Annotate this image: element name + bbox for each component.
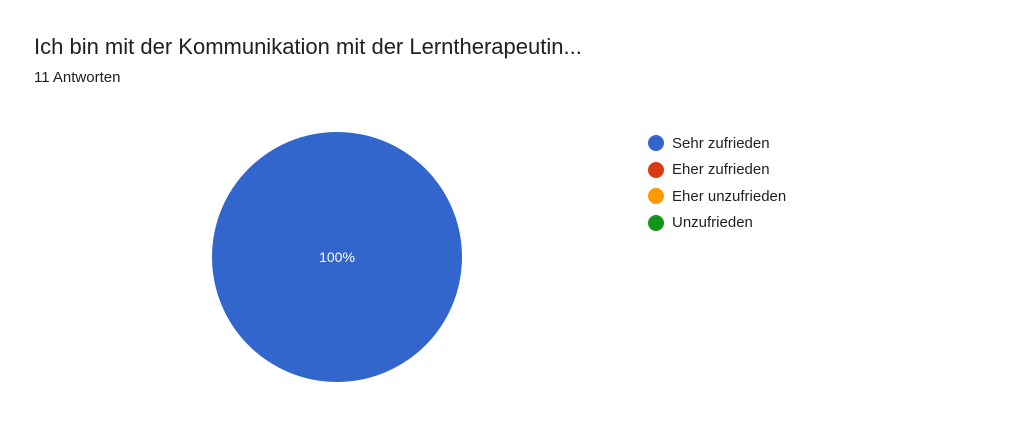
legend-marker-icon [648,161,664,178]
legend-item[interactable]: Eher zufrieden [648,157,786,184]
pie-slice-sehr-zufrieden[interactable] [212,132,462,382]
legend-item[interactable]: Eher unzufrieden [648,183,786,210]
legend-label: Eher zufrieden [672,161,770,179]
legend-label: Eher unzufrieden [672,187,787,205]
legend-marker-icon [648,214,664,231]
chart-title: Ich bin mit der Kommunikation mit der Le… [34,34,582,59]
legend-label: Unzufrieden [672,214,753,232]
legend: Sehr zufrieden Eher zufrieden Eher unzufri… [648,130,786,236]
legend-label: Sehr zufrieden [672,134,770,152]
data-label: 100% [319,249,355,265]
legend-item[interactable]: Sehr zufrieden [648,130,786,157]
legend-marker-icon [648,135,664,152]
response-count: 11 Antworten [34,69,121,86]
legend-marker-icon [648,188,664,205]
legend-item[interactable]: Unzufrieden [648,210,786,237]
